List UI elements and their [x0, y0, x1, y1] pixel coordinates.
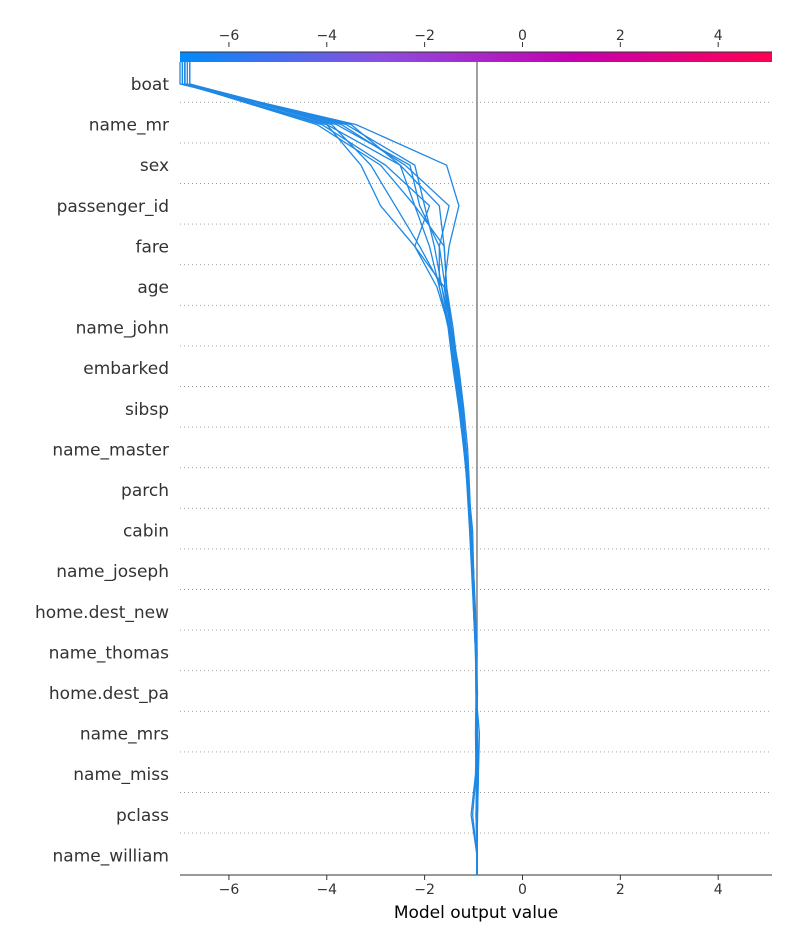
feature-label: name_master	[52, 440, 169, 460]
x-axis-title: Model output value	[394, 903, 558, 923]
tick-label: −4	[316, 28, 337, 44]
feature-label: parch	[121, 481, 169, 501]
tick-label: 0	[518, 28, 527, 44]
feature-label: name_william	[53, 846, 170, 866]
top-x-axis: −6 −4 −2 0 2 4	[180, 28, 772, 53]
feature-label: embarked	[83, 359, 169, 379]
decision-lines	[179, 62, 481, 875]
feature-label: name_miss	[73, 765, 169, 785]
tick-label: 0	[518, 882, 527, 898]
tick-label: −6	[219, 28, 240, 44]
feature-label: name_joseph	[56, 562, 169, 582]
feature-label: home.dest_pa	[49, 684, 169, 704]
feature-label: boat	[131, 75, 170, 95]
decision-line	[184, 62, 478, 875]
feature-label: sibsp	[125, 400, 169, 420]
tick-label: −6	[219, 882, 240, 898]
feature-label: home.dest_new	[35, 603, 169, 623]
tick-label: 4	[714, 882, 723, 898]
tick-label: 4	[714, 28, 723, 44]
feature-label: pclass	[116, 806, 169, 826]
feature-label: passenger_id	[57, 197, 169, 217]
feature-label: sex	[140, 156, 169, 176]
feature-label: name_mrs	[80, 725, 169, 745]
tick-label: −2	[414, 882, 435, 898]
bottom-x-axis: −6 −4 −2 0 2 4	[180, 874, 772, 898]
feature-label: name_mr	[89, 116, 169, 136]
feature-label: name_thomas	[49, 643, 170, 663]
tick-label: 2	[616, 28, 625, 44]
colorbar	[180, 52, 772, 62]
decision-line	[181, 62, 479, 875]
tick-label: 2	[616, 882, 625, 898]
feature-label: cabin	[123, 522, 169, 542]
decision-line	[189, 62, 478, 875]
tick-label: −2	[414, 28, 435, 44]
feature-label: fare	[136, 237, 169, 257]
feature-label: name_john	[76, 319, 169, 339]
feature-label: age	[137, 278, 169, 298]
tick-label: −4	[316, 882, 337, 898]
